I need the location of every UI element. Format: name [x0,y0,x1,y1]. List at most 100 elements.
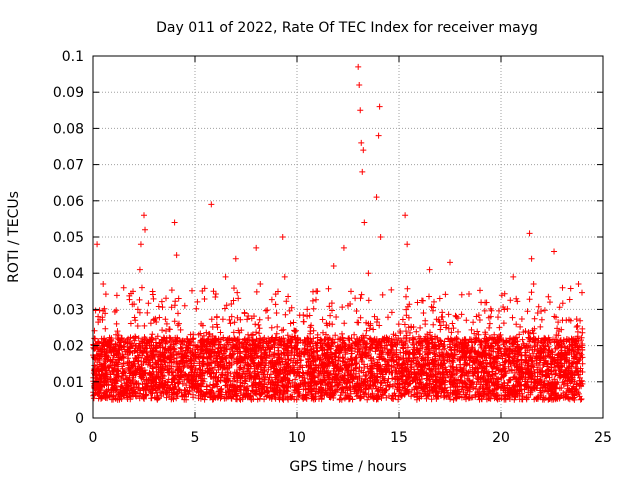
data-point [147,357,154,364]
data-point [365,270,372,277]
data-point [334,346,341,353]
data-point [358,139,365,146]
x-tick-label: 20 [492,430,510,446]
data-point [245,331,252,338]
data-point [285,349,292,356]
data-point [357,107,364,114]
data-point [379,291,386,298]
data-point [579,360,586,367]
data-point [216,353,223,360]
data-point [404,241,411,248]
x-axis-label: GPS time / hours [289,459,406,475]
data-point [177,338,184,345]
data-point [469,364,476,371]
x-tick-label: 0 [89,430,98,446]
data-point [493,360,500,367]
data-point [136,266,143,273]
data-point [453,342,460,349]
data-point [457,357,464,364]
data-point [551,248,558,255]
data-point [151,317,158,324]
y-tick-label: 0.07 [53,158,84,174]
data-point [95,313,102,320]
y-axis: 0 0.01 0.02 0.03 0.04 0.05 0.06 0.07 0.08 0.09 0.1 [53,49,603,427]
data-point [510,273,517,280]
data-point [432,353,439,360]
data-point [426,266,433,273]
data-point [375,132,382,139]
data-point [408,324,415,331]
data-point [557,353,564,360]
data-point [526,230,533,237]
data-point [500,338,507,345]
data-point [361,219,368,226]
data-point [120,360,127,367]
data-point [569,342,576,349]
data-point [326,320,333,327]
data-point [540,342,547,349]
data-point [143,342,150,349]
x-tick-label: 15 [390,430,408,446]
data-point [320,364,327,371]
data-point [167,349,174,356]
y-tick-label: 0.04 [53,266,84,282]
data-point [481,349,488,356]
data-point [420,310,427,317]
data-point [402,212,409,219]
y-tick-label: 0 [75,411,84,427]
data-point [391,349,398,356]
data-point [251,346,258,353]
data-point [371,313,378,320]
data-point [310,335,317,342]
y-tick-label: 0.01 [53,375,84,391]
data-point [126,338,133,345]
data-point [528,255,535,262]
data-point [279,234,286,240]
y-tick-label: 0.1 [62,49,84,65]
y-tick-label: 0.03 [53,302,84,318]
data-point [530,281,537,288]
y-tick-label: 0.02 [53,339,84,355]
data-point [359,168,366,175]
data-point [232,255,239,262]
data-point [330,262,337,269]
data-point [138,284,145,291]
data-point [198,320,205,327]
x-tick-label: 5 [191,430,200,446]
data-point [377,234,384,240]
data-point [340,244,347,251]
data-point [436,295,443,302]
x-tick-label: 10 [288,430,306,446]
dense-point-band [90,284,586,403]
data-point [102,367,109,374]
data-point [314,288,321,295]
data-point [396,360,402,367]
x-tick-label: 25 [594,430,612,446]
data-point [546,299,553,306]
data-point [114,328,121,335]
data-point [487,313,494,320]
data-point [463,317,470,324]
data-point [96,357,103,364]
y-tick-label: 0.08 [53,121,84,137]
data-point [187,360,194,367]
data-point [101,335,108,342]
data-point [355,63,362,70]
data-point [212,335,219,342]
data-point [202,367,209,374]
data-point [376,103,383,110]
data-point [356,81,363,88]
data-point [385,338,392,345]
data-point [345,302,351,309]
data-point [506,346,513,353]
y-tick-label: 0.05 [53,230,84,246]
data-point [281,273,288,280]
data-point [142,226,149,233]
data-points [92,63,586,378]
chart-title: Day 011 of 2022, Rate Of TEC Index for r… [156,20,538,36]
y-axis-label: ROTI / TECUs [6,191,22,283]
data-point [208,201,215,208]
data-point [222,273,229,280]
data-point [94,241,101,248]
data-point [442,324,449,331]
